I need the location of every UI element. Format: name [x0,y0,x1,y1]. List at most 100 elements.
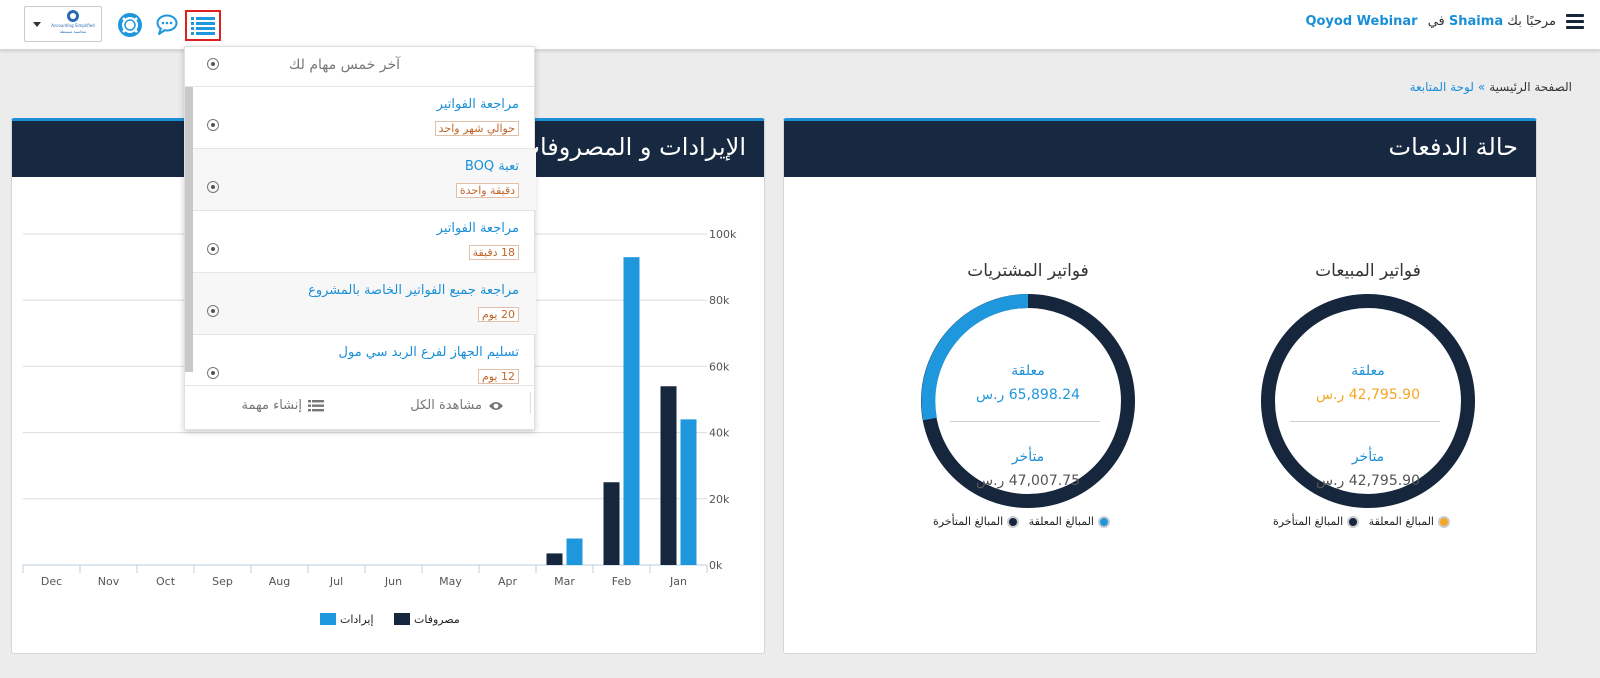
scrollbar[interactable] [185,87,193,372]
purchase-invoices-title: فواتير المشتريات [967,261,1089,281]
purchases-pending-label: معلقة [1011,363,1045,379]
user-name[interactable]: Shaima [1448,14,1504,29]
x-tick-label: Jul [329,575,343,588]
task-time-badge: حوالي شهر واحد [434,121,519,136]
eye-icon [489,401,503,410]
tasks-list: مراجعة الفواتير حوالي شهر واحد تعبة BOQ … [185,87,536,385]
sales-overdue-label: متأخر [1351,449,1385,465]
company-name[interactable]: Qoyod Webinar [1305,14,1418,29]
sales-legend: المبالغ المعلقة المبالغ المتأخرة [1273,515,1450,528]
tasks-dropdown-header: آخر خمس مهام لك [185,47,534,87]
task-name[interactable]: مراجعة جميع الفواتير الخاصة بالمشروع [308,283,519,298]
bar-0-mar [546,553,563,565]
view-all-button[interactable]: مشاهدة الكل [410,398,504,413]
task-name[interactable]: تعبة BOQ [464,159,519,174]
task-time-badge: 20 يوم [477,307,519,322]
legend-overdue[interactable]: المبالغ المتأخرة [933,515,1020,528]
task-item[interactable]: مراجعة الفواتير 18 دقيقة [193,211,536,273]
y-tick-label: 40k [709,427,730,440]
legend-pending[interactable]: المبالغ المعلقة [1369,515,1450,528]
company-switcher[interactable]: Accounting Simplified محاسبة مبسطة [24,6,102,42]
task-item[interactable]: تسليم الجهاز لفرع الربد سي مول 12 يوم [193,335,536,385]
task-time-badge: دقيقة واحدة [455,183,519,198]
in-word: في [1427,14,1445,29]
sales-pending-label: معلقة [1351,363,1385,379]
purchases-overdue-label: متأخر [1011,449,1045,465]
legend-label: مصروفات [414,613,460,626]
task-name[interactable]: مراجعة الفواتير [436,97,519,112]
sales-invoices-widget: فواتير المبيعات معلقة 42,795.90 ر.س متأخ… [1258,261,1478,511]
y-tick-label: 100k [709,228,737,241]
target-icon [207,305,219,317]
breadcrumb: الصفحة الرئيسية»لوحة المتابعة [1410,80,1572,94]
legend-swatch [394,613,410,625]
y-tick-label: 0k [709,559,723,572]
breadcrumb-home[interactable]: الصفحة الرئيسية [1489,80,1572,94]
tasks-header-title: آخر خمس مهام لك [288,57,400,73]
welcome-prefix: مرحبًا بك [1507,14,1556,29]
sales-invoices-title: فواتير المبيعات [1315,261,1421,281]
bar-0-feb [603,482,620,565]
divider [950,421,1100,422]
sales-pending-value: 42,795.90 ر.س [1315,387,1421,403]
create-task-button[interactable]: إنشاء مهمة [242,398,324,413]
divider [1290,421,1440,422]
divider [530,392,531,414]
bar-1-mar [566,538,583,565]
target-icon [207,367,219,379]
breadcrumb-current[interactable]: لوحة المتابعة [1409,80,1474,94]
menu-icon[interactable] [1566,14,1584,30]
target-icon [207,58,219,70]
task-name[interactable]: تسليم الجهاز لفرع الربد سي مول [338,345,519,360]
task-time-badge: 12 يوم [477,369,519,384]
tasks-dropdown: آخر خمس مهام لك مراجعة الفواتير حوالي شه… [184,46,536,431]
bar-1-feb [623,257,640,565]
task-item[interactable]: مراجعة الفواتير حوالي شهر واحد [193,87,536,149]
sales-overdue-value: 42,795.90 ر.س [1315,473,1421,489]
task-time-badge: 18 دقيقة [468,245,519,260]
x-tick-label: Mar [554,575,575,588]
x-tick-label: May [439,575,462,588]
x-tick-label: Jan [669,575,687,588]
tasks-dropdown-footer: مشاهدة الكل إنشاء مهمة [185,385,536,431]
y-tick-label: 60k [709,360,730,373]
x-tick-label: Feb [612,575,631,588]
revenue-expenses-chart: 0k 20k 40k 60k 80k 100k Jan Feb Mar Apr May Jun Jul A… [22,228,737,626]
purchases-donut-chart[interactable]: معلقة 65,898.24 ر.س متأخر 47,007.75 ر.س [918,291,1138,511]
legend-label: إيرادات [340,613,374,626]
target-icon [207,181,219,193]
caret-down-icon [33,22,41,27]
chat-bubble-icon[interactable] [155,12,181,38]
bar-0-jan [660,386,677,565]
task-item[interactable]: مراجعة جميع الفواتير الخاصة بالمشروع 20 … [193,273,536,335]
x-tick-label: Sep [212,575,233,588]
task-name[interactable]: مراجعة الفواتير [436,221,519,236]
sales-donut-chart[interactable]: معلقة 42,795.90 ر.س متأخر 42,795.90 ر.س [1258,291,1478,511]
purchase-invoices-widget: فواتير المشتريات معلقة 65,898.24 ر.س متأ… [918,261,1138,511]
purchases-overdue-value: 47,007.75 ر.س [975,473,1081,489]
payments-status-title: حالة الدفعات [784,121,1536,177]
purchases-legend: المبالغ المعلقة المبالغ المتأخرة [933,515,1110,528]
tasks-icon [308,399,324,411]
x-tick-label: Jun [384,575,402,588]
x-tick-label: Aug [269,575,290,588]
x-tick-label: Dec [41,575,62,588]
legend-swatch [320,613,336,625]
purchases-pending-value: 65,898.24 ر.س [975,387,1081,403]
legend-pending[interactable]: المبالغ المعلقة [1029,515,1110,528]
breadcrumb-separator: » [1477,80,1486,94]
target-icon [207,243,219,255]
x-tick-label: Apr [498,575,518,588]
payments-status-panel: حالة الدفعات فواتير المبيعات معلقة 42,79… [783,118,1537,654]
x-tick-label: Nov [98,575,120,588]
bar-1-jan [680,419,697,565]
tasks-list-icon[interactable] [185,10,221,41]
y-tick-label: 80k [709,294,730,307]
top-bar: مرحبًا بك Shaima في Qoyod Webinar Accoun… [0,0,1600,50]
legend-overdue[interactable]: المبالغ المتأخرة [1273,515,1360,528]
task-item[interactable]: تعبة BOQ دقيقة واحدة [193,149,536,211]
company-logo: Accounting Simplified محاسبة مبسطة [47,10,99,38]
target-icon [207,119,219,131]
welcome-text: مرحبًا بك Shaima في Qoyod Webinar [1305,14,1556,29]
lifebuoy-help-icon[interactable] [117,12,143,38]
